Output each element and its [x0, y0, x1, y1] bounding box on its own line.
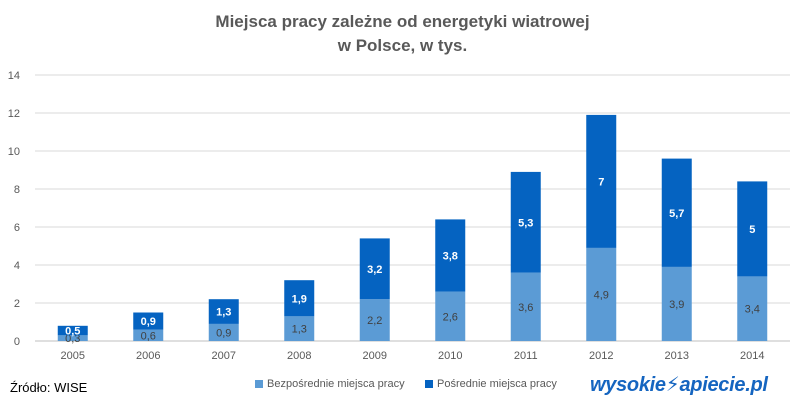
- x-tick-label: 2011: [514, 350, 538, 362]
- bar-direct: [359, 299, 390, 341]
- data-label-direct: 3,6: [518, 302, 533, 314]
- data-label-indirect: 1,9: [292, 293, 307, 305]
- data-label-indirect: 5,3: [518, 217, 533, 229]
- bar-indirect: [435, 219, 466, 292]
- data-label-indirect: 3,8: [443, 251, 458, 263]
- bar-direct: [737, 276, 768, 341]
- legend-swatch-indirect: [425, 380, 433, 388]
- bar-direct: [510, 272, 541, 341]
- brand-logo: wysokie⚡apiecie.pl: [590, 374, 768, 396]
- bar-direct: [208, 323, 239, 341]
- bar-indirect: [208, 299, 239, 324]
- bar-indirect: [133, 312, 164, 330]
- bar-direct: [661, 266, 692, 341]
- data-label-direct: 0,3: [65, 333, 80, 345]
- bar-direct: [586, 247, 617, 341]
- bar-direct: [133, 329, 164, 341]
- legend-label-indirect: Pośrednie miejsca pracy: [437, 378, 557, 390]
- legend-item-indirect: Pośrednie miejsca pracy: [425, 378, 557, 390]
- y-tick-label: 4: [14, 260, 20, 272]
- data-label-direct: 0,6: [141, 330, 156, 342]
- data-label-direct: 0,9: [216, 327, 231, 339]
- y-tick-label: 0: [14, 336, 20, 348]
- data-label-indirect: 0,9: [141, 316, 156, 328]
- y-tick-label: 14: [8, 70, 20, 82]
- y-tick-label: 6: [14, 222, 20, 234]
- bar-indirect: [284, 280, 315, 317]
- data-label-indirect: 0,5: [65, 326, 80, 338]
- data-label-indirect: 7: [598, 176, 604, 188]
- x-tick-label: 2013: [665, 350, 689, 362]
- data-label-direct: 2,6: [443, 311, 458, 323]
- data-label-indirect: 5: [749, 224, 755, 236]
- y-tick-label: 12: [8, 108, 20, 120]
- bar-indirect: [661, 158, 692, 267]
- bar-indirect: [359, 238, 390, 300]
- data-label-indirect: 5,7: [669, 208, 684, 220]
- data-label-indirect: 1,3: [216, 307, 231, 319]
- bar-direct: [284, 316, 315, 341]
- bar-indirect: [510, 171, 541, 273]
- data-label-direct: 1,3: [292, 324, 307, 336]
- data-label-indirect: 3,2: [367, 264, 382, 276]
- bar-indirect: [737, 181, 768, 277]
- x-tick-label: 2010: [438, 350, 462, 362]
- x-tick-label: 2006: [136, 350, 160, 362]
- y-tick-label: 10: [8, 146, 20, 158]
- bar-direct: [57, 335, 88, 341]
- x-tick-label: 2005: [61, 350, 85, 362]
- source-note: Źródło: WISE: [10, 380, 88, 395]
- legend-label-direct: Bezpośrednie miejsca pracy: [267, 378, 405, 390]
- y-tick-label: 8: [14, 184, 20, 196]
- x-tick-label: 2014: [740, 350, 764, 362]
- chart-title: Miejsca pracy zależne od energetyki wiat…: [215, 12, 590, 31]
- y-tick-label: 2: [14, 298, 20, 310]
- data-label-direct: 2,2: [367, 315, 382, 327]
- bar-indirect: [57, 325, 88, 336]
- x-tick-label: 2012: [589, 350, 613, 362]
- x-tick-label: 2008: [287, 350, 311, 362]
- bar-direct: [435, 291, 466, 341]
- chart-subtitle: w Polsce, w tys.: [337, 36, 468, 55]
- x-tick-label: 2007: [212, 350, 236, 362]
- data-label-direct: 4,9: [594, 289, 609, 301]
- legend-swatch-direct: [255, 380, 263, 388]
- lightning-icon: ⚡: [665, 374, 680, 396]
- bar-indirect: [586, 114, 617, 248]
- x-tick-label: 2009: [363, 350, 387, 362]
- data-label-direct: 3,9: [669, 299, 684, 311]
- data-label-direct: 3,4: [745, 304, 760, 316]
- legend-item-direct: Bezpośrednie miejsca pracy: [255, 378, 405, 390]
